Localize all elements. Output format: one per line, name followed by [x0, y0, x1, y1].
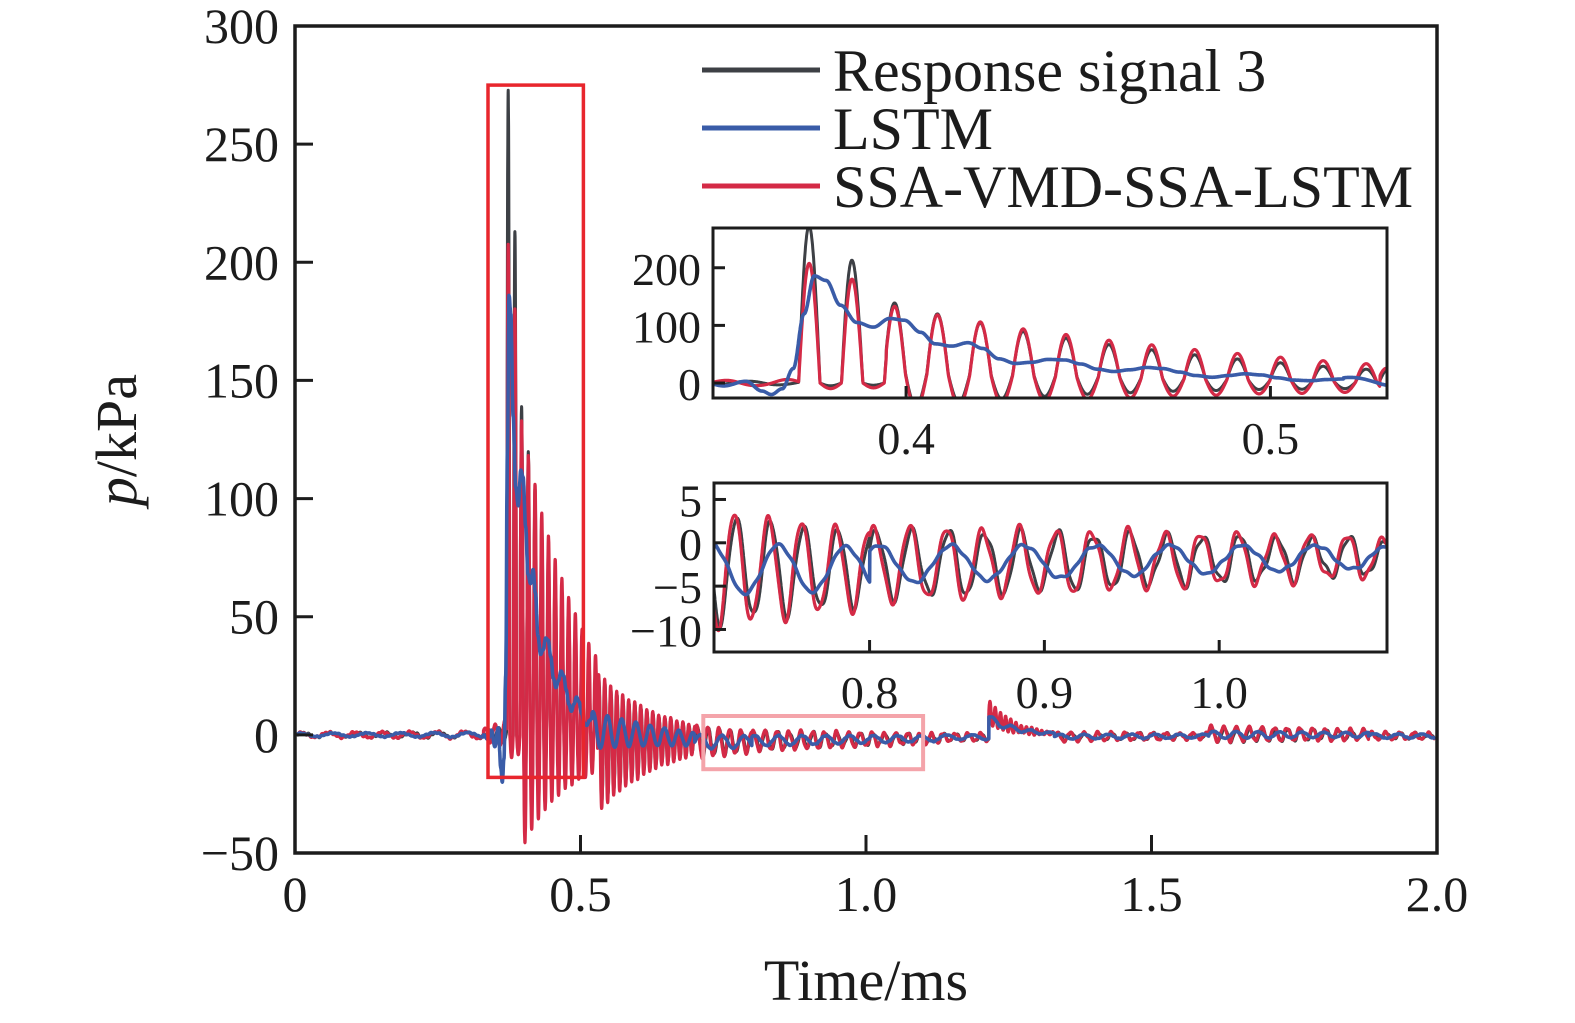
- legend-label-lstm: LSTM: [833, 96, 993, 162]
- main-y-tick-label-150: 150: [204, 352, 279, 408]
- x-axis-label: Time/ms: [764, 948, 968, 1013]
- inset-tail-zoom-y-tick-label-5: 5: [679, 475, 702, 526]
- inset-tail-zoom-y-tick-label-−5: −5: [653, 562, 702, 613]
- main-x-tick-label-0.5: 0.5: [549, 866, 612, 922]
- inset-peak-zoom-y-tick-label-100: 100: [632, 301, 701, 352]
- series-ssa-vmd-ssa-lstm-main: [296, 242, 1436, 845]
- series-ssa-vmd-ssa-lstm-inset-tail-zoom: [714, 513, 1387, 633]
- series-lstm-inset-peak-zoom: [713, 274, 1387, 397]
- inset-peak-zoom-y-tick-label-200: 200: [632, 244, 701, 295]
- main-y-tick-label-100: 100: [204, 471, 279, 527]
- inset-peak-zoom-y-tick-label-0: 0: [678, 359, 701, 410]
- inset-peak-zoom-x-tick-label-0.5: 0.5: [1242, 413, 1300, 464]
- series-ssa-vmd-ssa-lstm-inset-peak-zoom: [713, 261, 1387, 398]
- legend-label-ssa-vmd-ssa-lstm: SSA-VMD-SSA-LSTM: [833, 154, 1413, 220]
- series-group-inset-peak-zoom: [713, 228, 1387, 398]
- inset-tail-zoom-plot-frame: [712, 481, 1389, 654]
- inset-tail-zoom-x-tick-label-1.0: 1.0: [1190, 667, 1248, 718]
- series-group-inset-tail-zoom: [714, 513, 1387, 633]
- main-x-tick-label-2.0: 2.0: [1406, 866, 1469, 922]
- main-y-tick-label-0: 0: [254, 707, 279, 763]
- main-y-tick-label-−50: −50: [201, 825, 279, 881]
- main-x-tick-label-1.5: 1.5: [1120, 866, 1183, 922]
- y-axis-label: p/kPa: [84, 374, 149, 510]
- legend: Response signal 3 LSTM SSA-VMD-SSA-LSTM: [702, 38, 1413, 220]
- y-axis-label-symbol: p: [84, 477, 149, 510]
- main-y-tick-label-250: 250: [204, 116, 279, 172]
- main-x-tick-label-0: 0: [283, 866, 308, 922]
- inset-tail-zoom-y-tick-label-−10: −10: [630, 605, 702, 656]
- main-y-tick-label-200: 200: [204, 234, 279, 290]
- series-lstm-inset-tail-zoom: [714, 541, 1387, 597]
- y-axis-label-unit: /kPa: [84, 374, 149, 477]
- zoom-region-peak: [486, 83, 586, 780]
- inset-tail-zoom-x-tick-label-0.9: 0.9: [1016, 667, 1074, 718]
- inset-tail-zoom-y-tick-label-0: 0: [679, 519, 702, 570]
- main-y-tick-label-50: 50: [229, 589, 279, 645]
- inset-tail-zoom-x-tick-label-0.8: 0.8: [841, 667, 899, 718]
- zoom-region-tail: [701, 714, 926, 772]
- inset-peak-zoom-plot-frame: [711, 226, 1389, 400]
- main-x-tick-label-1.0: 1.0: [835, 866, 898, 922]
- legend-label-response-signal-3: Response signal 3: [833, 38, 1266, 104]
- main-y-tick-label-300: 300: [204, 0, 279, 54]
- inset-peak-zoom-x-tick-label-0.4: 0.4: [877, 413, 935, 464]
